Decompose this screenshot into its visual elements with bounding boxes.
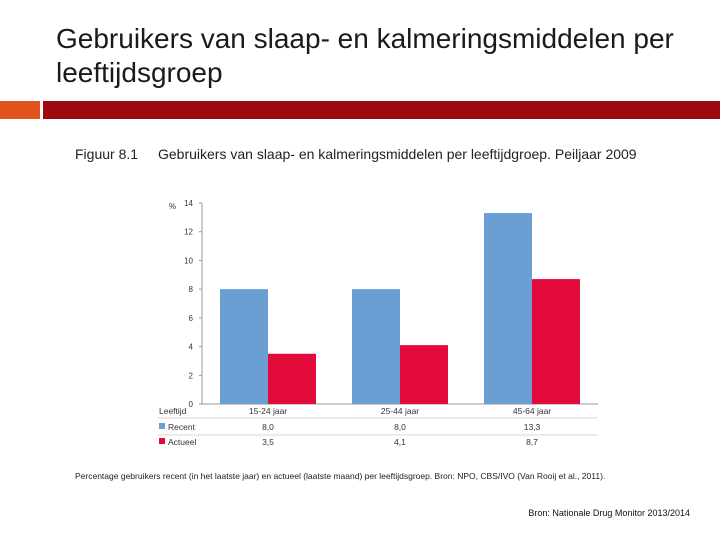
legend-swatch-recent: [159, 423, 165, 429]
y-axis-label: %: [169, 202, 176, 211]
bar-recent-2: [352, 289, 400, 404]
y-tick-label: 4: [189, 343, 194, 352]
y-tick-label: 14: [184, 199, 193, 208]
x-tick-label: 45-64 jaar: [513, 406, 551, 416]
x-tick-label: 25-44 jaar: [381, 406, 419, 416]
bar-actueel-1: [268, 353, 316, 404]
data-label: 8,7: [526, 437, 538, 447]
figure-label: Figuur 8.1: [75, 146, 139, 162]
bar-actueel-3: [532, 279, 580, 404]
legend-swatch-actueel: [159, 438, 165, 444]
legend-label-actueel: Actueel: [168, 437, 196, 447]
figure-title: Gebruikers van slaap- en kalmeringsmidde…: [158, 146, 637, 162]
y-tick-label: 0: [189, 400, 194, 409]
bar-recent-1: [220, 289, 268, 404]
figure-caption: Percentage gebruikers recent (in het laa…: [75, 471, 606, 481]
bar-recent-3: [484, 213, 532, 404]
source-note: Bron: Nationale Drug Monitor 2013/2014: [528, 508, 690, 518]
bar-actueel-2: [400, 345, 448, 404]
y-tick-label: 8: [189, 285, 194, 294]
x-tick-label: 15-24 jaar: [249, 406, 287, 416]
y-tick-label: 10: [184, 256, 193, 265]
title-rule: [43, 101, 720, 119]
data-label: 8,0: [262, 422, 274, 432]
table-header-label: Leeftijd: [159, 406, 187, 416]
data-label: 13,3: [524, 422, 541, 432]
data-label: 8,0: [394, 422, 406, 432]
slide-title: Gebruikers van slaap- en kalmeringsmidde…: [56, 23, 674, 88]
data-label: 4,1: [394, 437, 406, 447]
y-tick-label: 6: [189, 314, 194, 323]
data-label: 3,5: [262, 437, 274, 447]
legend-label-recent: Recent: [168, 422, 196, 432]
title-rule-accent: [0, 101, 40, 119]
y-tick-label: 2: [189, 371, 194, 380]
y-tick-label: 12: [184, 228, 193, 237]
title-rule-gap: [40, 101, 43, 119]
